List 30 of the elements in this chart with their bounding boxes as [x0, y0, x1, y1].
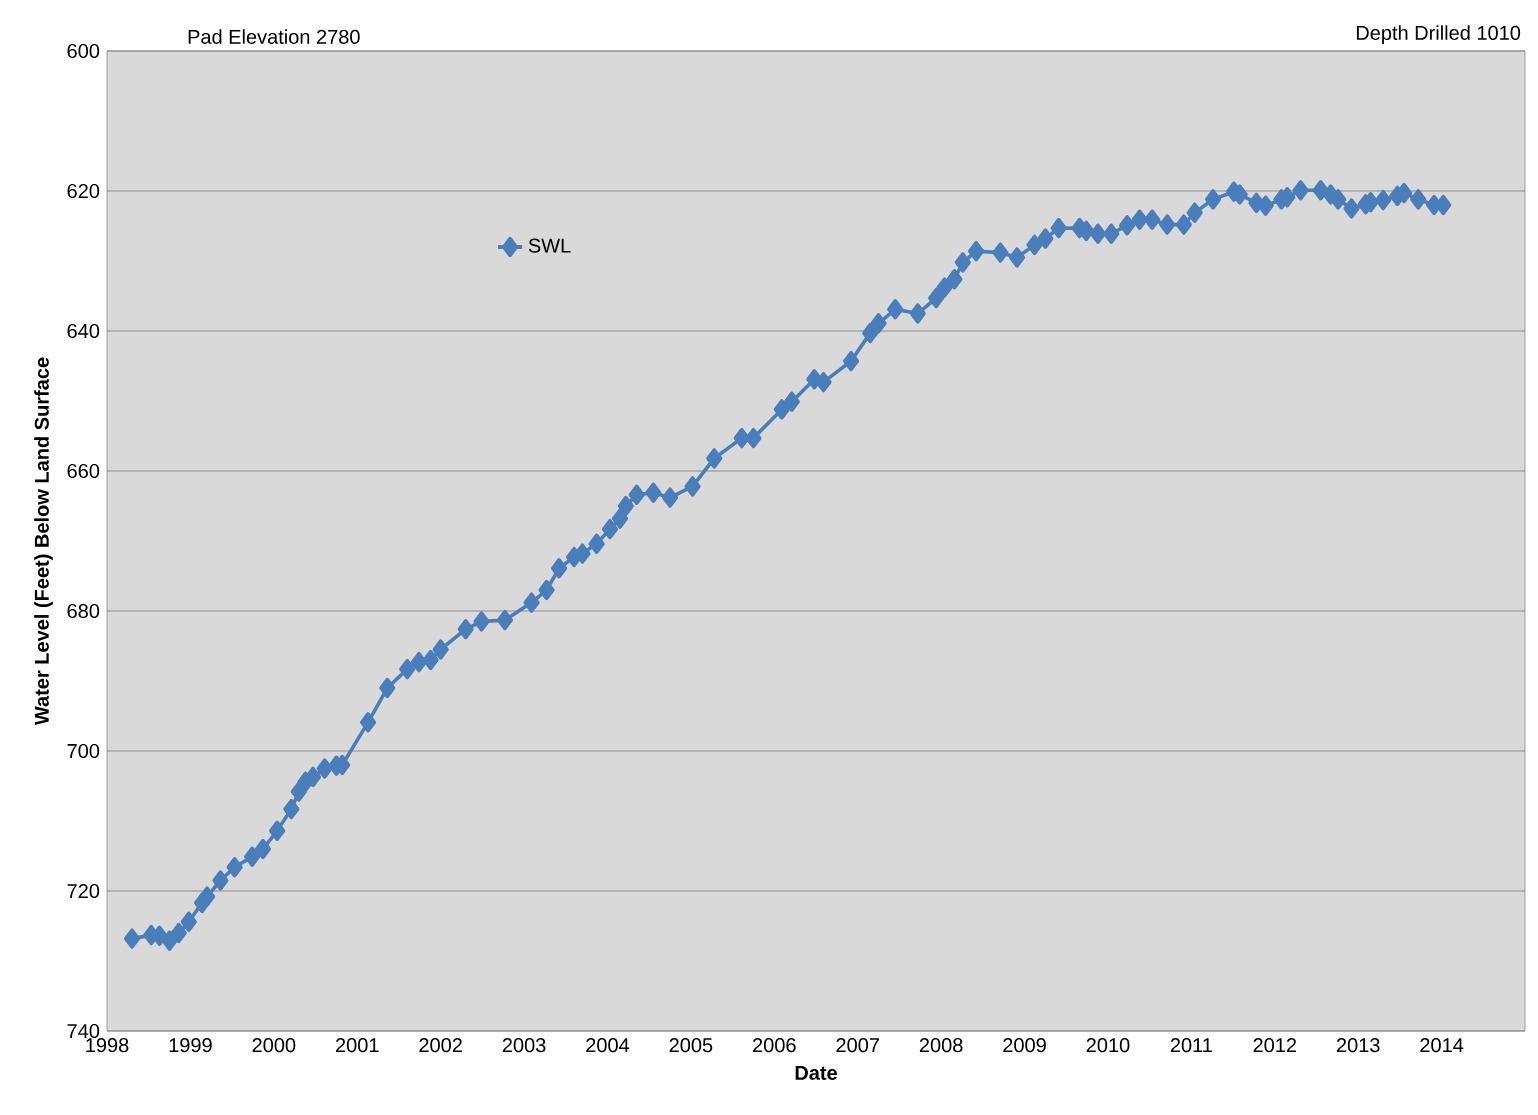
x-tick-label: 2010 [1086, 1038, 1130, 1053]
x-tick-label: 2013 [1336, 1038, 1380, 1053]
x-tick-label: 2012 [1253, 1038, 1297, 1053]
legend-label: SWL [528, 238, 571, 253]
y-tick-label: 640 [67, 323, 100, 339]
y-tick-label: 740 [67, 1023, 100, 1039]
y-tick-label: 660 [67, 463, 100, 479]
y-tick-label: 600 [67, 43, 100, 59]
x-tick-label: 2005 [669, 1038, 713, 1053]
x-tick-label: 2011 [1170, 1038, 1212, 1053]
y-tick-label: 620 [67, 183, 100, 199]
x-tick-label: 2007 [836, 1038, 879, 1053]
x-tick-label: 1998 [86, 1038, 129, 1053]
text: Depth Drilled 1010 [1356, 25, 1521, 44]
x-tick-label: 2006 [753, 1038, 796, 1053]
x-axis-title: Date [795, 1065, 837, 1080]
x-tick-label: 2014 [1420, 1038, 1464, 1053]
x-tick-label: 2003 [502, 1038, 546, 1053]
y-tick-label: 720 [67, 883, 100, 899]
y-axis-title: Water Level (Feet) Below Land Surface [34, 357, 53, 726]
y-tick-label: 680 [67, 603, 100, 619]
x-tick-label: 2008 [919, 1038, 963, 1053]
x-tick-label: 2009 [1003, 1038, 1046, 1053]
text: Pad Elevation 2780 [188, 29, 360, 44]
x-tick-label: 2001 [335, 1038, 379, 1053]
y-tick-label: 700 [67, 743, 100, 759]
x-tick-label: 2002 [419, 1038, 462, 1053]
x-tick-label: 2004 [586, 1038, 630, 1053]
x-tick-label: 2000 [252, 1038, 296, 1053]
x-tick-label: 1999 [169, 1038, 212, 1053]
